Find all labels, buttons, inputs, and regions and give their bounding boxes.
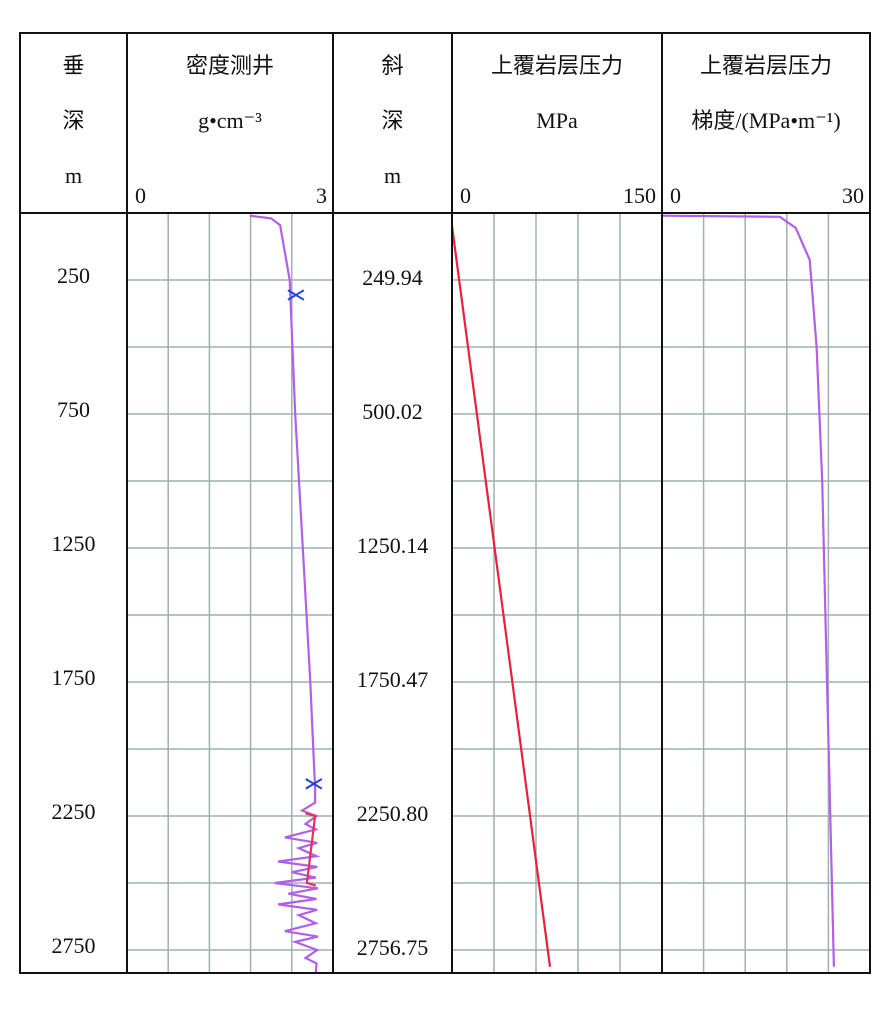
curve (249, 214, 321, 974)
curve (450, 225, 552, 967)
x-limit-label: 3 (316, 183, 327, 208)
track-unit: 梯度/(MPa•m⁻¹) (691, 108, 840, 133)
depth-header: 斜 (381, 53, 403, 78)
depth-label: 1250 (52, 531, 96, 556)
curve (305, 812, 317, 887)
marker (287, 289, 305, 301)
depth-header: 深 (381, 108, 403, 133)
x-limit-label: 0 (670, 183, 681, 208)
depth-label: 2250.80 (357, 801, 429, 826)
depth-label: 249.94 (362, 265, 423, 290)
depth-label: 750 (57, 397, 90, 422)
depth-header: 深 (62, 108, 84, 133)
depth-label: 250 (57, 263, 90, 288)
depth-label: 1250.14 (357, 533, 429, 558)
x-limit-label: 150 (623, 183, 656, 208)
x-limit-label: 30 (842, 183, 864, 208)
depth-label: 500.02 (362, 399, 423, 424)
depth-label: 2250 (52, 799, 96, 824)
depth-label: 1750 (52, 665, 96, 690)
track-title: 上覆岩层压力 (491, 53, 623, 78)
depth-header: m (384, 163, 401, 188)
track-unit: g•cm⁻³ (198, 108, 262, 133)
track-title: 上覆岩层压力 (700, 53, 832, 78)
depth-header: 垂 (62, 53, 84, 78)
depth-header: m (65, 163, 82, 188)
curve (661, 214, 835, 967)
x-limit-label: 0 (135, 183, 146, 208)
depth-label: 2756.75 (357, 935, 429, 960)
track-title: 密度测井 (186, 53, 274, 78)
x-limit-label: 0 (460, 183, 471, 208)
frame (19, 32, 871, 974)
track-unit: MPa (536, 108, 578, 133)
marker (305, 778, 323, 790)
depth-label: 2750 (52, 933, 96, 958)
depth-label: 1750.47 (357, 667, 429, 692)
